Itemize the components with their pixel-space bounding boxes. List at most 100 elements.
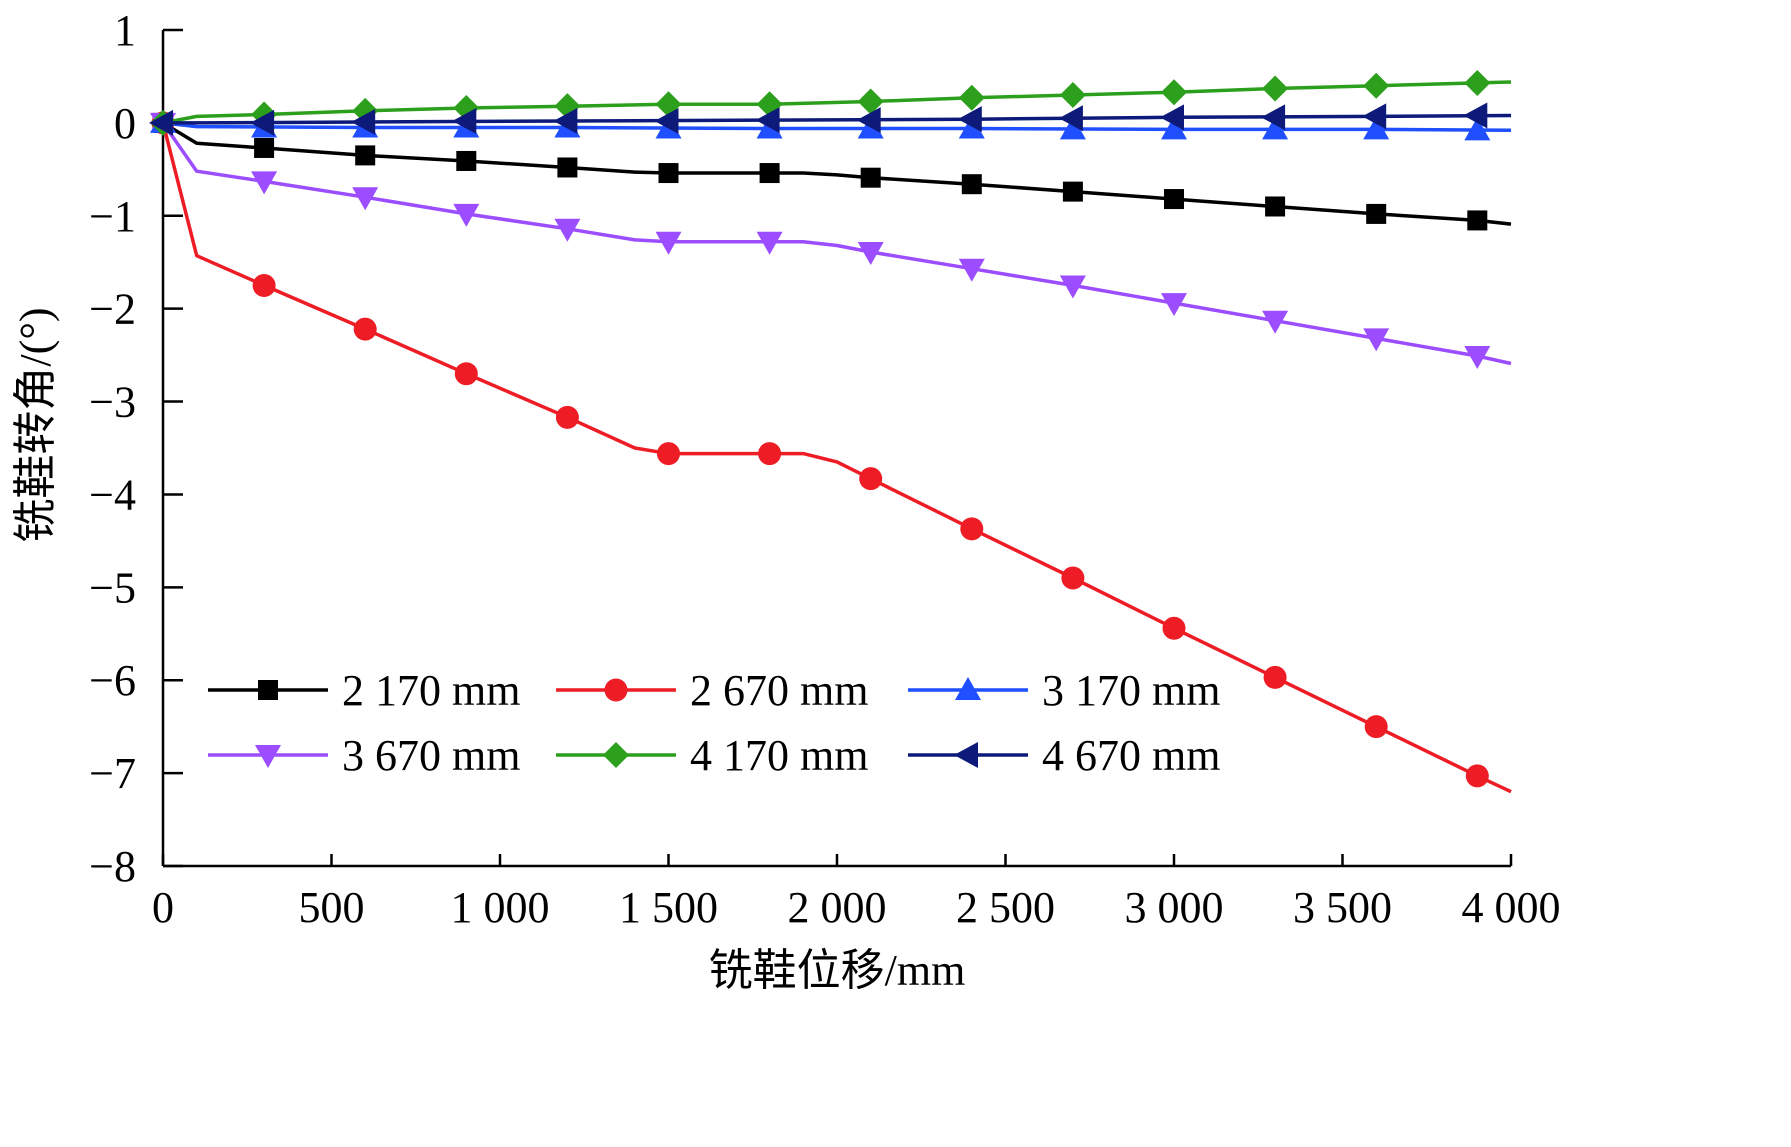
data-point-marker: [452, 108, 477, 135]
data-point-marker: [351, 108, 376, 135]
data-point-marker: [251, 171, 278, 195]
data-point-marker: [1161, 116, 1187, 140]
axis-ticks: 0 500 1 000 1 500 2 000 2 500 3 000 3 500 4 000 1…: [89, 6, 1560, 932]
data-point-marker: [759, 163, 780, 184]
data-point-marker: [252, 273, 276, 297]
data-point-marker: [958, 258, 985, 282]
legend-label: 4 170 mm: [690, 731, 868, 780]
data-point-marker: [1364, 715, 1388, 739]
data-point-marker: [1464, 117, 1491, 141]
legend-label: 2 170 mm: [342, 666, 520, 715]
legend-item: 2 170 mm: [208, 666, 520, 715]
data-point-marker: [1062, 181, 1083, 202]
data-point-marker: [1160, 104, 1184, 131]
y-tick-label: 0: [114, 99, 136, 148]
data-point-marker: [1058, 105, 1083, 132]
y-tick-label: −1: [89, 192, 136, 241]
data-point-marker: [456, 150, 477, 171]
data-point-marker: [756, 231, 783, 255]
data-point-marker: [657, 442, 680, 466]
data-point-marker: [1263, 665, 1287, 689]
x-tick-label: 0: [152, 883, 174, 932]
data-point-marker: [1161, 293, 1187, 317]
legend-item: 4 670 mm: [908, 731, 1220, 780]
legend-item: 3 670 mm: [208, 731, 520, 780]
data-point-marker: [1463, 102, 1488, 129]
y-tick-label: −2: [89, 285, 136, 334]
data-point-marker: [149, 109, 173, 136]
data-point-marker: [250, 109, 275, 136]
y-tick-label: −7: [89, 749, 136, 798]
x-tick-label: 1 000: [451, 883, 550, 932]
legend-item: 3 170 mm: [908, 666, 1220, 715]
x-tick-label: 2 000: [788, 883, 887, 932]
data-point-marker: [1059, 82, 1086, 109]
data-point-marker: [1262, 116, 1289, 140]
data-point-marker: [352, 187, 379, 211]
data-point-marker: [857, 88, 884, 115]
data-point-marker: [1162, 616, 1186, 640]
x-tick-label: 1 500: [619, 883, 718, 932]
legend: 2 170 mm 2 670 mm 3 170 mm 3 670 mm 4 170 mm…: [208, 666, 1220, 780]
y-tick-label: −8: [89, 842, 136, 891]
x-tick-label: 500: [299, 883, 365, 932]
legend-item: 4 170 mm: [556, 731, 868, 780]
data-point-marker: [1366, 203, 1387, 224]
data-point-marker: [1464, 69, 1491, 96]
series-triangle-left: [149, 102, 1512, 136]
line-chart: 0 500 1 000 1 500 2 000 2 500 3 000 3 500 4 000 1…: [11, 6, 1561, 995]
data-point-marker: [1465, 764, 1489, 788]
data-point-marker: [1161, 79, 1187, 106]
data-point-marker: [553, 108, 578, 135]
data-point-marker: [1363, 72, 1390, 99]
data-point-marker: [604, 678, 628, 702]
data-point-marker: [255, 745, 281, 768]
legend-label: 3 670 mm: [342, 731, 520, 780]
data-point-marker: [1265, 196, 1286, 217]
legend-label: 2 670 mm: [690, 666, 868, 715]
data-point-marker: [856, 107, 881, 134]
data-point-marker: [453, 203, 480, 227]
y-tick-label: −3: [89, 378, 136, 427]
data-point-marker: [958, 115, 985, 139]
data-point-marker: [355, 145, 376, 166]
data-point-marker: [1164, 189, 1184, 210]
axes: 0 500 1 000 1 500 2 000 2 500 3 000 3 500 4 000 1…: [89, 6, 1560, 932]
data-point-marker: [557, 157, 578, 178]
data-point-marker: [1059, 116, 1086, 140]
data-point-marker: [353, 317, 377, 341]
x-tick-label: 4 000: [1462, 883, 1561, 932]
series-triangle-up: [150, 109, 1512, 141]
data-point-marker: [1363, 328, 1390, 352]
data-point-marker: [1262, 310, 1289, 334]
x-tick-label: 2 500: [956, 883, 1055, 932]
data-point-marker: [654, 108, 679, 135]
data-point-marker: [1464, 346, 1491, 370]
data-point-marker: [554, 218, 581, 242]
series-triangle-down: [150, 112, 1512, 370]
y-tick-label: −4: [89, 470, 136, 519]
data-point-marker: [859, 467, 883, 491]
x-tick-label: 3 500: [1293, 883, 1392, 932]
data-point-marker: [960, 517, 984, 541]
data-point-marker: [954, 742, 978, 768]
data-point-marker: [1362, 103, 1387, 130]
data-point-marker: [258, 680, 278, 700]
x-tick-label: 3 000: [1125, 883, 1224, 932]
data-point-marker: [1061, 566, 1085, 590]
y-axis-label: 铣鞋转角/(°): [11, 307, 60, 542]
legend-label: 3 170 mm: [1042, 666, 1220, 715]
x-axis-label: 铣鞋位移/mm: [709, 946, 966, 995]
data-point-marker: [1262, 75, 1289, 102]
data-point-marker: [655, 231, 682, 255]
data-point-marker: [958, 84, 985, 111]
y-tick-label: 1: [114, 6, 136, 55]
data-point-marker: [955, 677, 981, 700]
data-point-marker: [254, 137, 275, 158]
legend-item: 2 670 mm: [556, 666, 868, 715]
data-point-marker: [860, 167, 881, 188]
data-point-marker: [1363, 116, 1390, 140]
y-tick-label: −6: [89, 656, 136, 705]
data-point-marker: [454, 362, 478, 386]
data-point-marker: [1059, 275, 1086, 299]
